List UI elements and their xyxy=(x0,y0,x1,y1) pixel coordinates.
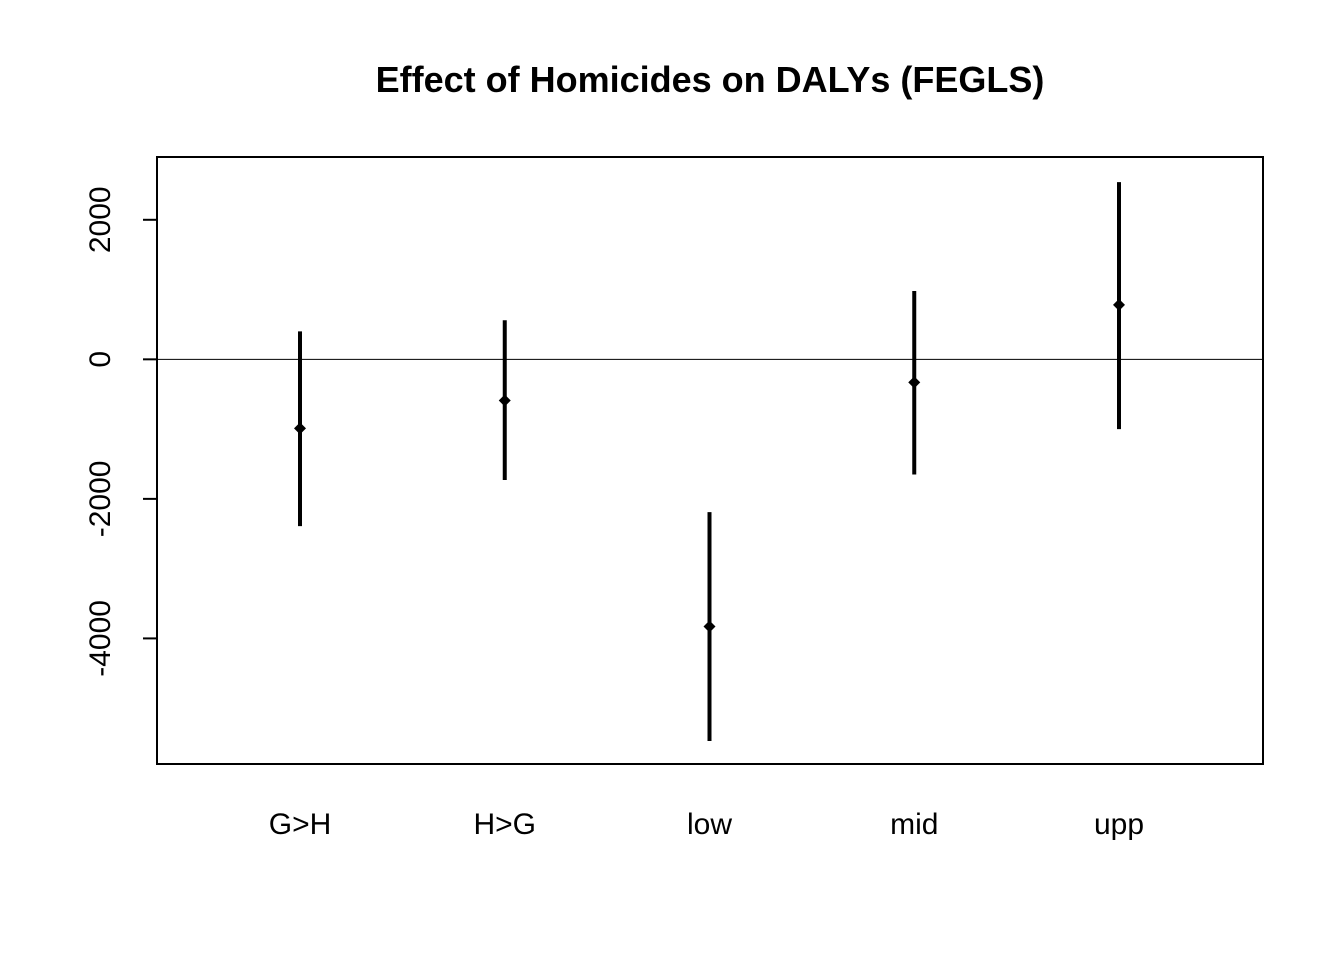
point-estimate-H>G xyxy=(498,394,511,407)
y-axis: -4000 -2000 0 2000 xyxy=(84,186,157,677)
y-tick-label: -2000 xyxy=(84,461,117,538)
error-bars xyxy=(294,182,1125,741)
x-axis-labels: G>H H>G low mid upp xyxy=(269,808,1144,841)
point-estimate-upp xyxy=(1113,298,1125,311)
x-tick-label: low xyxy=(687,808,732,841)
y-tick-label: 0 xyxy=(84,351,117,368)
y-tick-label: 2000 xyxy=(84,186,117,253)
x-tick-label: upp xyxy=(1094,808,1144,841)
x-tick-label: G>H xyxy=(269,808,332,841)
x-tick-label: mid xyxy=(890,808,938,841)
y-tick-label: -4000 xyxy=(84,600,117,677)
x-tick-label: H>G xyxy=(473,808,536,841)
point-estimate-low xyxy=(703,620,716,633)
point-estimate-mid xyxy=(908,376,921,389)
chart-title: Effect of Homicides on DALYs (FEGLS) xyxy=(376,59,1045,100)
plot-frame xyxy=(156,156,1264,765)
point-estimate-G>H xyxy=(294,422,306,435)
